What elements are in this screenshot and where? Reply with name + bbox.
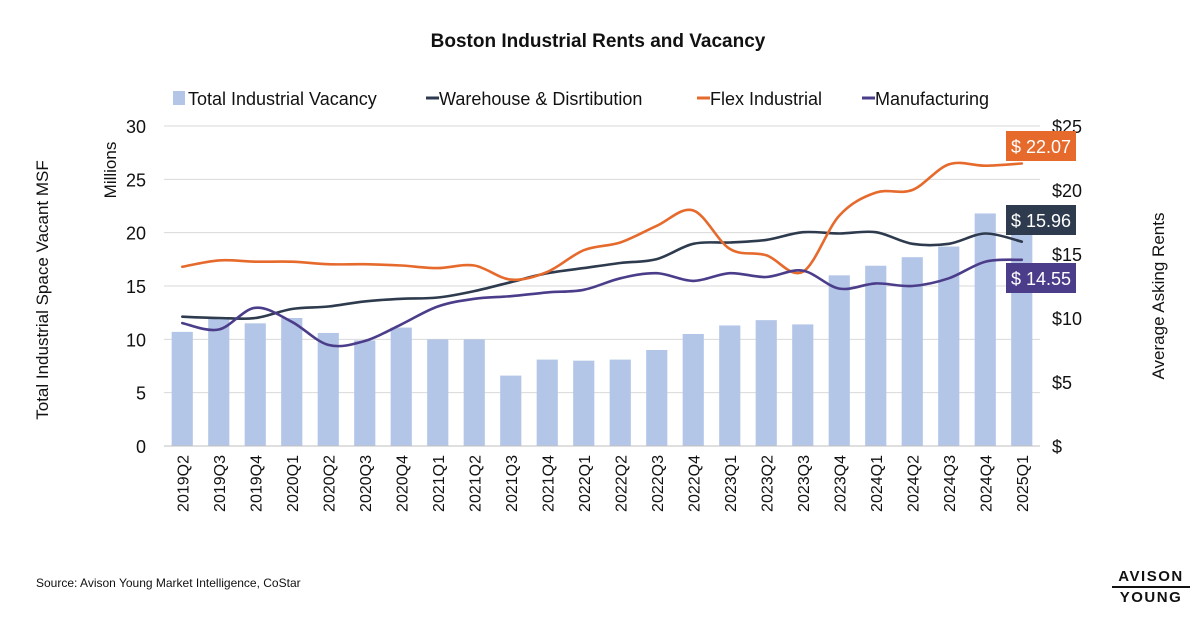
end-value-labels: $ 15.96 $ 22.07 $ 14.55 (1006, 131, 1076, 293)
bar-2021Q2 (463, 339, 485, 446)
x-tick-label: 2024Q4 (978, 455, 995, 512)
bar-2020Q4 (390, 327, 412, 446)
legend-swatch-bar (173, 91, 185, 105)
x-tick-label: 2021Q4 (540, 455, 557, 512)
bar-2019Q2 (171, 331, 193, 446)
right-tick-label: $5 (1052, 373, 1072, 393)
bar-2024Q3 (938, 246, 960, 446)
x-tick-label: 2023Q3 (796, 455, 813, 512)
legend: Total Industrial Vacancy Warehouse & Disr… (173, 89, 989, 109)
x-tick-label: 2021Q3 (504, 455, 521, 512)
legend-label: Warehouse & Disrtibution (439, 89, 642, 109)
bar-2022Q1 (573, 360, 595, 446)
bar-2021Q4 (536, 359, 558, 446)
x-tick-label: 2021Q2 (467, 455, 484, 512)
end-value-label: $ 15.96 (1011, 211, 1071, 231)
left-axis-title: Total Industrial Space Vacant MSF (33, 160, 52, 420)
source-note: Source: Avison Young Market Intelligence… (36, 576, 301, 590)
x-tick-label: 2020Q1 (285, 455, 302, 512)
line-manufacturing (181, 258, 1024, 348)
x-tick-label: 2022Q1 (577, 455, 594, 512)
x-tick-label: 2025Q1 (1015, 455, 1032, 512)
x-tick-label: 2023Q2 (759, 455, 776, 512)
right-tick-label: $15 (1052, 245, 1082, 265)
right-axis-title: Average Asking Rents (1149, 213, 1168, 380)
bar-2020Q2 (317, 332, 339, 446)
x-tick-label: 2020Q3 (358, 455, 375, 512)
bar-2019Q4 (244, 323, 266, 446)
bar-2020Q1 (281, 318, 303, 446)
end-value-label: $ 14.55 (1011, 269, 1071, 289)
right-tick-label: $20 (1052, 181, 1082, 201)
left-tick-label: 10 (126, 330, 146, 350)
end-label-box (1006, 205, 1076, 235)
x-tick-label: 2019Q2 (175, 455, 192, 512)
legend-label: Manufacturing (875, 89, 989, 109)
legend-label: Flex Industrial (710, 89, 822, 109)
line-warehouse-disrtibution (181, 230, 1024, 321)
bar-2020Q3 (354, 340, 376, 446)
left-tick-label: 5 (136, 384, 146, 404)
x-tick-label: 2019Q4 (248, 455, 265, 512)
end-label-box (1006, 131, 1076, 161)
x-tick-label: 2024Q2 (905, 455, 922, 512)
legend-label: Total Industrial Vacancy (188, 89, 377, 109)
x-tick-label: 2023Q1 (723, 455, 740, 512)
end-label-box (1006, 263, 1076, 293)
right-tick-label: $ (1052, 437, 1062, 457)
logo-divider (1112, 586, 1190, 588)
chart-title: Boston Industrial Rents and Vacancy (431, 31, 766, 52)
x-tick-label: 2020Q4 (394, 455, 411, 512)
x-tick-label: 2024Q3 (942, 455, 959, 512)
left-tick-label: 30 (126, 117, 146, 137)
x-tick-label: 2022Q4 (686, 455, 703, 512)
logo-line-2: YOUNG (1119, 589, 1183, 606)
left-axis-unit: Millions (101, 142, 120, 199)
x-tick-label: 2019Q3 (212, 455, 229, 512)
bar-2019Q3 (208, 318, 230, 446)
x-tick-label: 2023Q4 (832, 455, 849, 512)
left-tick-label: 25 (126, 170, 146, 190)
logo-line-1: AVISON (1118, 568, 1184, 585)
bar-2023Q4 (828, 275, 850, 446)
bar-2022Q3 (646, 350, 668, 446)
line-series (181, 161, 1024, 348)
bar-2024Q2 (901, 257, 923, 446)
end-value-label: $ 22.07 (1011, 137, 1071, 157)
x-tick-label: 2020Q2 (321, 455, 338, 512)
bar-2022Q2 (609, 359, 631, 446)
bar-2022Q4 (682, 334, 704, 446)
bar-2023Q3 (792, 324, 814, 446)
bar-2024Q4 (974, 213, 996, 446)
gridlines (164, 125, 1040, 394)
bar-2021Q3 (500, 375, 522, 446)
bar-2023Q1 (719, 325, 741, 446)
left-tick-label: 20 (126, 224, 146, 244)
x-tick-label: 2024Q1 (869, 455, 886, 512)
left-tick-label: 0 (136, 437, 146, 457)
x-tick-label: 2022Q2 (613, 455, 630, 512)
left-tick-label: 15 (126, 277, 146, 297)
line-flex-industrial (181, 161, 1024, 282)
x-tick-label: 2022Q3 (650, 455, 667, 512)
right-tick-label: $10 (1052, 309, 1082, 329)
avison-young-logo: AVISON YOUNG (1110, 568, 1192, 606)
x-tick-label: 2021Q1 (431, 455, 448, 512)
bar-2023Q2 (755, 320, 777, 446)
bar-2021Q1 (427, 339, 449, 446)
bar-2024Q1 (865, 265, 887, 446)
